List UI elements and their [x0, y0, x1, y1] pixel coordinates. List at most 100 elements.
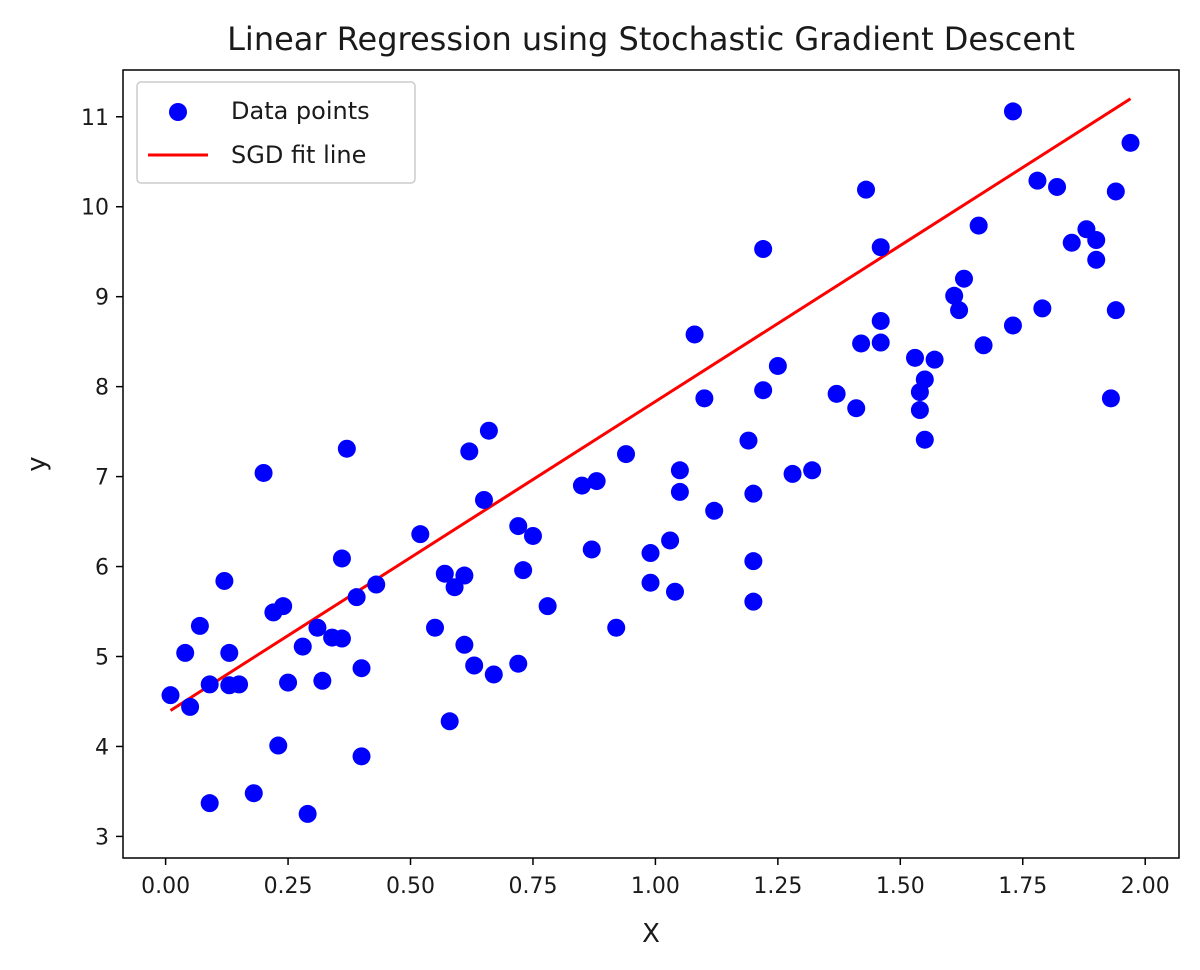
data-point [337, 439, 356, 458]
data-point [1087, 231, 1106, 250]
data-point [190, 616, 209, 635]
data-point [1033, 299, 1052, 318]
data-point [313, 671, 332, 690]
data-point [538, 597, 557, 616]
data-point [661, 531, 680, 550]
x-tick-label: 1.50 [876, 874, 925, 899]
data-point [768, 356, 787, 375]
plot-frame [122, 69, 1180, 859]
data-point [803, 461, 822, 480]
data-point [783, 464, 802, 483]
data-point [906, 348, 924, 367]
data-point [254, 463, 273, 482]
x-axis-label: X [642, 919, 660, 949]
data-point [915, 370, 934, 389]
data-point [969, 216, 988, 235]
data-point [744, 592, 763, 611]
data-point [827, 384, 846, 403]
y-axis-label: y [22, 456, 52, 471]
data-point [670, 482, 689, 501]
x-tick-label: 0.50 [386, 874, 435, 899]
data-point [685, 325, 704, 344]
chart-title: Linear Regression using Stochastic Gradi… [227, 20, 1075, 58]
data-point [455, 635, 474, 654]
data-point [244, 784, 263, 803]
data-point [954, 269, 973, 288]
data-point [308, 618, 327, 637]
data-point [754, 381, 773, 400]
x-tick-label: 0.00 [141, 874, 190, 899]
data-point [847, 399, 866, 418]
data-point [220, 643, 239, 662]
legend-box [136, 81, 416, 184]
data-point [582, 540, 601, 559]
data-point [161, 686, 180, 705]
data-point [852, 334, 871, 353]
y-tick-label: 8 [95, 376, 109, 401]
data-point [1003, 102, 1022, 121]
data-point [200, 675, 219, 694]
data-point [744, 552, 763, 571]
data-point [572, 476, 591, 495]
data-point [754, 240, 773, 259]
data-point [1121, 133, 1140, 152]
data-point [435, 564, 454, 583]
x-tick-label: 0.25 [264, 874, 313, 899]
x-tick-label: 1.25 [753, 874, 802, 899]
data-point [641, 573, 660, 592]
data-point [666, 582, 684, 601]
data-point [200, 794, 219, 813]
plot-area [161, 97, 1140, 823]
data-point [274, 597, 293, 616]
data-point [587, 472, 606, 491]
data-point [367, 575, 386, 594]
data-point [523, 526, 542, 545]
y-tick-label: 7 [95, 466, 109, 491]
x-tick-label: 2.00 [1121, 874, 1170, 899]
data-point [1048, 177, 1067, 196]
data-point [915, 430, 934, 449]
data-point [514, 561, 533, 580]
x-tick-label: 1.75 [998, 874, 1047, 899]
data-point [411, 525, 430, 544]
data-point [871, 311, 890, 330]
y-tick-label: 11 [81, 106, 109, 131]
y-tick-label: 4 [95, 735, 109, 760]
y-tick-label: 5 [95, 646, 109, 671]
x-axis: 0.00 0.25 0.50 0.75 1.00 1.25 1.50 1.75 2.00 [141, 858, 1170, 899]
legend-label-data-points: Data points [231, 97, 370, 125]
data-point [332, 549, 351, 568]
data-point [279, 673, 298, 692]
data-point [695, 389, 714, 408]
data-point [705, 501, 724, 520]
y-axis: 3 4 5 6 7 8 9 10 11 [81, 106, 123, 850]
data-point [215, 571, 234, 590]
data-point [352, 747, 371, 766]
data-point [670, 461, 689, 480]
data-point [925, 350, 944, 369]
data-point [509, 517, 528, 536]
data-point [460, 442, 479, 461]
data-point [298, 804, 317, 823]
x-tick-label: 0.75 [508, 874, 557, 899]
data-point [440, 712, 459, 731]
data-point [871, 238, 890, 257]
data-point [857, 180, 876, 199]
data-point [484, 665, 503, 684]
data-point [1028, 171, 1047, 190]
data-point [1106, 301, 1125, 320]
data-point [455, 566, 474, 585]
data-point [230, 675, 249, 694]
data-point [1087, 250, 1106, 269]
data-point [347, 588, 366, 607]
data-point [426, 618, 444, 637]
data-point [293, 637, 312, 656]
data-point [332, 629, 351, 648]
legend: Data points SGD fit line [136, 81, 416, 184]
data-point [1062, 233, 1081, 252]
data-point [1101, 389, 1120, 408]
data-point [641, 544, 660, 563]
y-tick-label: 9 [95, 286, 109, 311]
data-point [181, 697, 200, 716]
